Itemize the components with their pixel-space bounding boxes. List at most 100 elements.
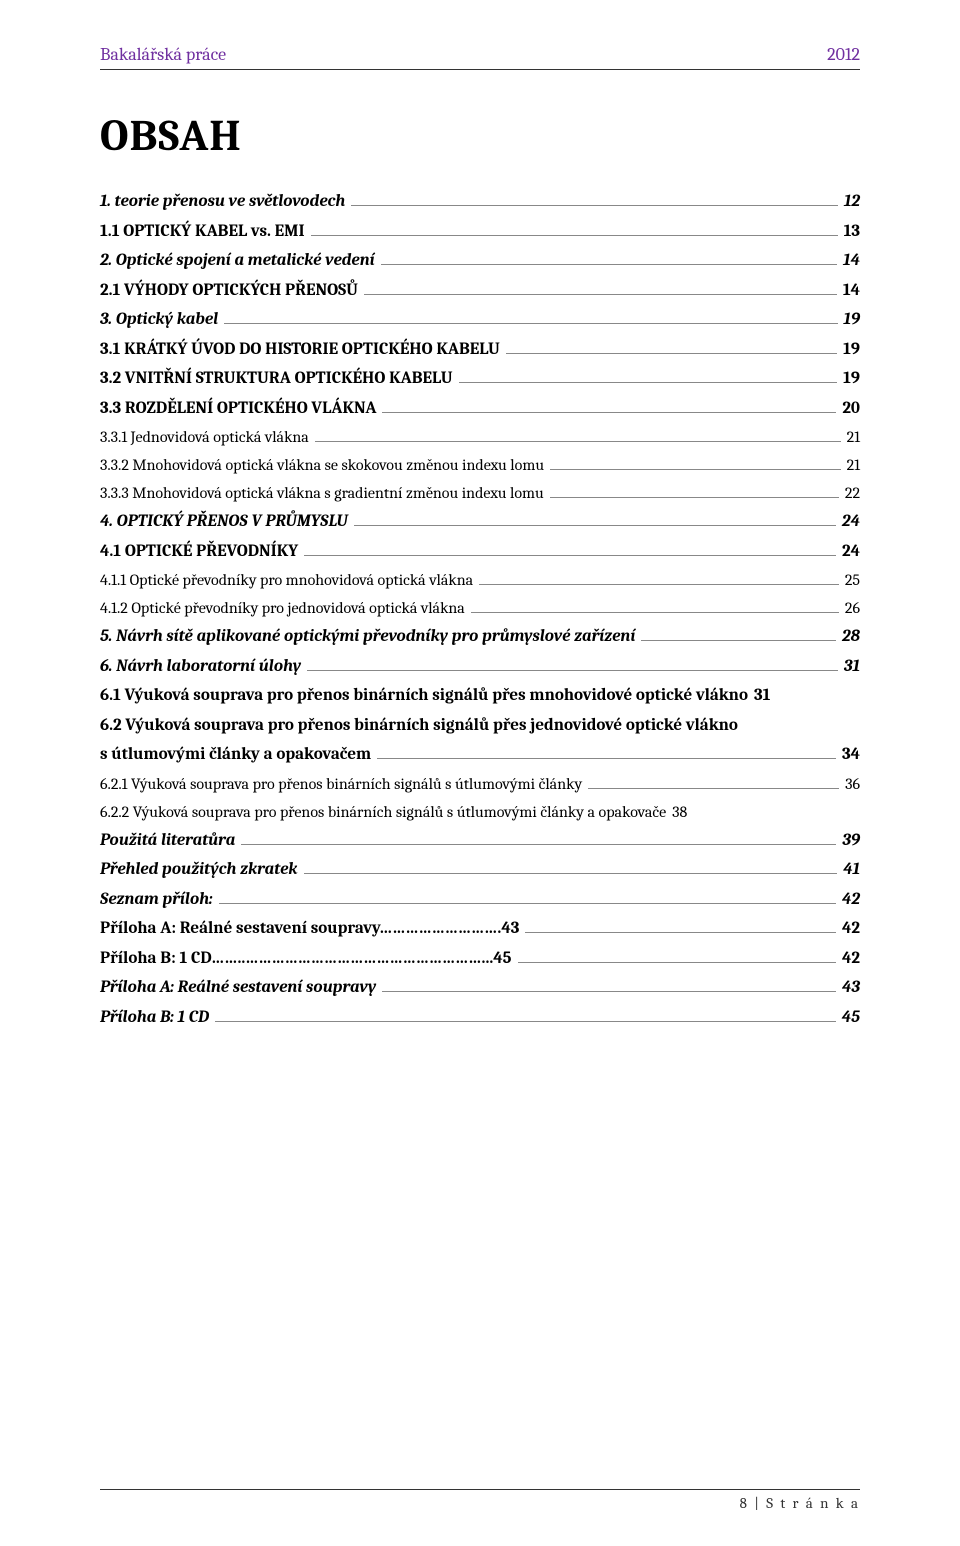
toc-entry-label: Použitá literatůra	[100, 828, 235, 854]
toc-entry-page: 21	[847, 453, 860, 477]
toc-entry-page: 22	[845, 481, 860, 505]
toc-leader	[377, 743, 836, 759]
toc-leader	[382, 396, 836, 412]
toc-entry-label: 4.1 OPTICKÉ PŘEVODNÍKY	[100, 539, 298, 565]
toc-leader	[641, 625, 836, 641]
toc-entry: 3.3.3 Mnohovidová optická vlákna s gradi…	[100, 481, 860, 505]
toc-entry: 6.2.2 Výuková souprava pro přenos binárn…	[100, 800, 860, 824]
toc-entry: 6.2.1 Výuková souprava pro přenos binárn…	[100, 772, 860, 796]
toc-entry-label: 3.2 VNITŘNÍ STRUKTURA OPTICKÉHO KABELU	[100, 366, 453, 392]
toc-entry-label: 3.1 KRÁTKÝ ÚVOD DO HISTORIE OPTICKÉHO KA…	[100, 337, 500, 363]
toc-entry: 6. Návrh laboratorní úlohy 31	[100, 654, 860, 680]
toc-entry-page: 42	[842, 887, 860, 913]
toc-leader	[525, 917, 836, 933]
toc-leader	[315, 427, 841, 442]
toc-leader	[304, 539, 836, 555]
toc-leader	[459, 367, 838, 383]
toc-entry: s útlumovými články a opakovačem34	[100, 742, 860, 768]
toc-entry-page: 39	[842, 828, 860, 854]
table-of-contents: 1. teorie přenosu ve světlovodech12 1.1 O…	[100, 189, 860, 1030]
toc-entry-page: 38	[672, 800, 687, 824]
toc-entry-label: Příloha B: 1 CD	[100, 1005, 209, 1031]
toc-entry-label: 6.2.2 Výuková souprava pro přenos binárn…	[100, 800, 666, 824]
toc-entry: 5. Návrh sítě aplikované optickými převo…	[100, 624, 860, 650]
toc-entry-page: 24	[842, 509, 860, 535]
toc-entry-page: 42	[842, 916, 860, 942]
toc-entry-label: 6. Návrh laboratorní úlohy	[100, 654, 301, 680]
toc-entry: 3.3.1 Jednovidová optická vlákna 21	[100, 425, 860, 449]
toc-entry-page: 28	[842, 624, 860, 650]
toc-entry: 3. Optický kabel19	[100, 307, 860, 333]
toc-leader	[241, 828, 836, 844]
toc-entry-page: 45	[842, 1005, 860, 1031]
header-left: Bakalářská práce	[100, 44, 226, 65]
toc-leader	[364, 278, 837, 294]
toc-entry: 3.1 KRÁTKÝ ÚVOD DO HISTORIE OPTICKÉHO KA…	[100, 337, 860, 363]
toc-entry-label: 6.2.1 Výuková souprava pro přenos binárn…	[100, 772, 582, 796]
toc-leader	[351, 190, 838, 206]
toc-entry: Seznam příloh: 42	[100, 887, 860, 913]
toc-entry: 4.1.2 Optické převodníky pro jednovidová…	[100, 596, 860, 620]
running-header: Bakalářská práce 2012	[100, 44, 860, 70]
toc-entry: 1.1 OPTICKÝ KABEL vs. EMI 13	[100, 219, 860, 245]
toc-entry-page: 31	[844, 654, 860, 680]
toc-entry-label: s útlumovými články a opakovačem	[100, 742, 371, 768]
toc-entry-label: Seznam příloh:	[100, 887, 213, 913]
toc-entry-label: 1.1 OPTICKÝ KABEL vs. EMI	[100, 219, 305, 245]
toc-entry-label: 4. OPTICKÝ PŘENOS V PRŮMYSLU	[100, 509, 348, 535]
toc-entry-page: 12	[844, 189, 860, 215]
toc-entry-label: 3. Optický kabel	[100, 307, 218, 333]
toc-leader	[307, 654, 838, 670]
toc-entry-page: 14	[843, 278, 860, 304]
toc-entry-label: Příloha A: Reálné sestavení soupravy	[100, 975, 376, 1001]
toc-entry: Přehled použitých zkratek 41	[100, 857, 860, 883]
toc-entry: 4.1 OPTICKÉ PŘEVODNÍKY 24	[100, 539, 860, 565]
toc-entry-page: 19	[843, 337, 860, 363]
toc-entry-page: 41	[843, 857, 860, 883]
toc-leader	[311, 219, 838, 235]
toc-leader	[215, 1005, 836, 1021]
toc-entry: 3.3.2 Mnohovidová optická vlákna se skok…	[100, 453, 860, 477]
toc-entry: 1. teorie přenosu ve světlovodech12	[100, 189, 860, 215]
toc-entry: Příloha B: 1 CD 45	[100, 1005, 860, 1031]
toc-entry-label: 6.1 Výuková souprava pro přenos binárníc…	[100, 683, 748, 709]
toc-entry: 6.2 Výuková souprava pro přenos binárníc…	[100, 713, 860, 739]
toc-leader	[354, 510, 836, 526]
toc-leader	[479, 570, 839, 585]
page-title: OBSAH	[100, 110, 860, 161]
toc-entry-page: 24	[842, 539, 860, 565]
toc-entry-label: Příloha A: Reálné sestavení soupravy……………	[100, 916, 519, 942]
toc-entry-page: 25	[845, 568, 860, 592]
toc-entry-label: 3.3.1 Jednovidová optická vlákna	[100, 425, 309, 449]
toc-entry-label: 5. Návrh sítě aplikované optickými převo…	[100, 624, 635, 650]
toc-entry-page: 19	[843, 366, 860, 392]
toc-entry-page: 13	[844, 219, 860, 245]
toc-leader	[518, 946, 836, 962]
toc-entry: Příloha A: Reálné sestavení soupravy43	[100, 975, 860, 1001]
toc-entry-page: 21	[847, 425, 860, 449]
toc-entry-label: 4.1.2 Optické převodníky pro jednovidová…	[100, 596, 465, 620]
toc-entry: Použitá literatůra 39	[100, 828, 860, 854]
toc-entry-label: 6.2 Výuková souprava pro přenos binárníc…	[100, 713, 738, 739]
toc-entry-label: Přehled použitých zkratek	[100, 857, 298, 883]
toc-leader	[471, 598, 839, 613]
toc-leader	[224, 308, 837, 324]
toc-entry: 3.3 ROZDĚLENÍ OPTICKÉHO VLÁKNA 20	[100, 396, 860, 422]
toc-leader	[382, 976, 836, 992]
toc-leader	[219, 887, 836, 903]
toc-entry-label: 3.3.3 Mnohovidová optická vlákna s gradi…	[100, 481, 544, 505]
toc-entry-label: 2. Optické spojení a metalické vedení	[100, 248, 375, 274]
toc-entry-page: 31	[754, 683, 770, 709]
toc-entry: 4. OPTICKÝ PŘENOS V PRŮMYSLU 24	[100, 509, 860, 535]
running-footer: 8 | S t r á n k a	[100, 1489, 860, 1512]
toc-entry-label: 2.1 VÝHODY OPTICKÝCH PŘENOSŮ	[100, 278, 358, 304]
toc-entry-page: 14	[843, 248, 860, 274]
toc-entry-label: 3.3 ROZDĚLENÍ OPTICKÉHO VLÁKNA	[100, 396, 376, 422]
header-right: 2012	[827, 44, 860, 65]
toc-entry: 4.1.1 Optické převodníky pro mnohovidová…	[100, 568, 860, 592]
toc-entry-label: 3.3.2 Mnohovidová optická vlákna se skok…	[100, 453, 544, 477]
toc-entry: 6.1 Výuková souprava pro přenos binárníc…	[100, 683, 860, 709]
toc-entry: 2.1 VÝHODY OPTICKÝCH PŘENOSŮ 14	[100, 278, 860, 304]
toc-entry-page: 20	[842, 396, 860, 422]
toc-entry-label: Příloha B: 1 CD……..………………………………………………...…	[100, 946, 512, 972]
